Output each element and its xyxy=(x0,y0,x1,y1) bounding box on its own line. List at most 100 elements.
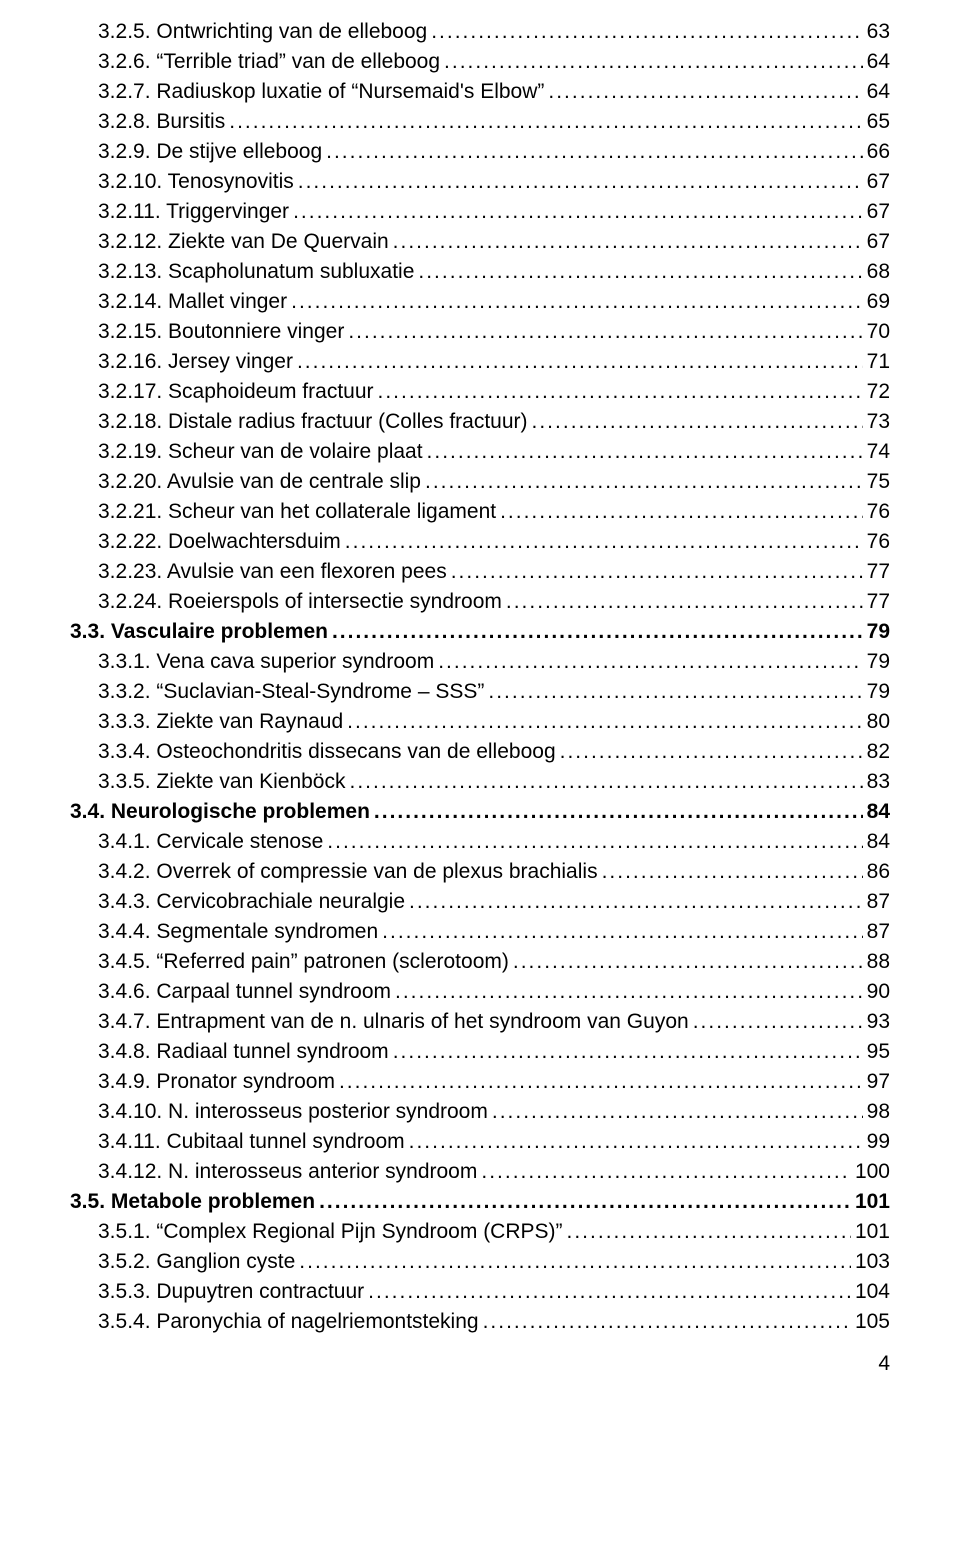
toc-entry-page: 98 xyxy=(867,1100,890,1124)
table-of-contents: 3.2.5. Ontwrichting van de elleboog63 3.2… xyxy=(70,20,890,1334)
toc-entry[interactable]: 3.4.11. Cubitaal tunnel syndroom99 xyxy=(70,1130,890,1154)
toc-leader-dots xyxy=(378,380,863,404)
toc-entry-page: 79 xyxy=(867,650,890,674)
toc-entry-label: 3.2.12. Ziekte van De Quervain xyxy=(98,230,389,254)
toc-entry[interactable]: 3.2.17. Scaphoideum fractuur72 xyxy=(70,380,890,404)
toc-entry[interactable]: 3.3.1. Vena cava superior syndroom 79 xyxy=(70,650,890,674)
toc-entry[interactable]: 3.2.6. “Terrible triad” van de elleboog6… xyxy=(70,50,890,74)
toc-entry[interactable]: 3.4.12. N. interosseus anterior syndroom… xyxy=(70,1160,890,1184)
toc-entry-label: 3.2.8. Bursitis xyxy=(98,110,225,134)
toc-leader-dots xyxy=(427,440,863,464)
toc-entry[interactable]: 3.2.8. Bursitis 65 xyxy=(70,110,890,134)
toc-entry[interactable]: 3.4.9. Pronator syndroom 97 xyxy=(70,1070,890,1094)
toc-entry[interactable]: 3.2.13. Scapholunatum subluxatie68 xyxy=(70,260,890,284)
toc-entry[interactable]: 3.2.16. Jersey vinger71 xyxy=(70,350,890,374)
toc-entry-page: 86 xyxy=(867,860,890,884)
toc-entry-page: 76 xyxy=(867,500,890,524)
toc-entry[interactable]: 3.4.2. Overrek of compressie van de plex… xyxy=(70,860,890,884)
toc-leader-dots xyxy=(409,890,863,914)
toc-leader-dots xyxy=(560,740,863,764)
toc-entry-page: 100 xyxy=(855,1160,890,1184)
toc-entry[interactable]: 3.2.11. Triggervinger67 xyxy=(70,200,890,224)
toc-entry-page: 101 xyxy=(855,1220,890,1244)
toc-entry-label: 3.2.17. Scaphoideum fractuur xyxy=(98,380,374,404)
toc-leader-dots xyxy=(693,1010,863,1034)
toc-entry-page: 103 xyxy=(855,1250,890,1274)
toc-entry[interactable]: 3.2.24. Roeierspols of intersectie syndr… xyxy=(70,590,890,614)
toc-entry[interactable]: 3.5.3. Dupuytren contractuur104 xyxy=(70,1280,890,1304)
toc-entry-label: 3.5.3. Dupuytren contractuur xyxy=(98,1280,364,1304)
toc-leader-dots xyxy=(438,650,862,674)
toc-leader-dots xyxy=(299,1250,851,1274)
toc-entry[interactable]: 3.4.4. Segmentale syndromen87 xyxy=(70,920,890,944)
toc-entry-label: 3.2.9. De stijve elleboog xyxy=(98,140,322,164)
toc-entry[interactable]: 3.2.5. Ontwrichting van de elleboog63 xyxy=(70,20,890,44)
toc-entry[interactable]: 3.4.3. Cervicobrachiale neuralgie87 xyxy=(70,890,890,914)
toc-leader-dots xyxy=(409,1130,863,1154)
toc-entry[interactable]: 3.5.1. “Complex Regional Pijn Syndroom (… xyxy=(70,1220,890,1244)
toc-leader-dots xyxy=(444,50,863,74)
toc-entry[interactable]: 3.5.2. Ganglion cyste103 xyxy=(70,1250,890,1274)
toc-entry[interactable]: 3.2.14. Mallet vinger69 xyxy=(70,290,890,314)
toc-entry-label: 3.2.24. Roeierspols of intersectie syndr… xyxy=(98,590,502,614)
toc-entry[interactable]: 3.3. Vasculaire problemen79 xyxy=(70,620,890,644)
toc-entry[interactable]: 3.3.4. Osteochondritis dissecans van de … xyxy=(70,740,890,764)
toc-entry[interactable]: 3.2.19. Scheur van de volaire plaat74 xyxy=(70,440,890,464)
toc-entry[interactable]: 3.4.10. N. interosseus posterior syndroo… xyxy=(70,1100,890,1124)
toc-entry[interactable]: 3.2.15. Boutonniere vinger70 xyxy=(70,320,890,344)
toc-entry[interactable]: 3.5. Metabole problemen101 xyxy=(70,1190,890,1214)
toc-entry-label: 3.3.1. Vena cava superior syndroom xyxy=(98,650,434,674)
toc-entry[interactable]: 3.4. Neurologische problemen84 xyxy=(70,800,890,824)
toc-entry[interactable]: 3.4.5. “Referred pain” patronen (sclerot… xyxy=(70,950,890,974)
toc-entry-label: 3.2.10. Tenosynovitis xyxy=(98,170,294,194)
toc-entry[interactable]: 3.3.2. “Suclavian-Steal-Syndrome – SSS”7… xyxy=(70,680,890,704)
toc-entry-label: 3.5.1. “Complex Regional Pijn Syndroom (… xyxy=(98,1220,563,1244)
toc-entry[interactable]: 3.4.8. Radiaal tunnel syndroom95 xyxy=(70,1040,890,1064)
toc-leader-dots xyxy=(506,590,863,614)
toc-entry[interactable]: 3.4.7. Entrapment van de n. ulnaris of h… xyxy=(70,1010,890,1034)
toc-entry[interactable]: 3.3.3. Ziekte van Raynaud 80 xyxy=(70,710,890,734)
page-number: 4 xyxy=(70,1352,890,1376)
toc-entry-page: 97 xyxy=(867,1070,890,1094)
toc-entry-label: 3.3.2. “Suclavian-Steal-Syndrome – SSS” xyxy=(98,680,484,704)
toc-entry[interactable]: 3.2.18. Distale radius fractuur (Colles … xyxy=(70,410,890,434)
toc-entry[interactable]: 3.4.6. Carpaal tunnel syndroom90 xyxy=(70,980,890,1004)
toc-leader-dots xyxy=(500,500,863,524)
toc-entry-page: 99 xyxy=(867,1130,890,1154)
toc-entry-label: 3.4. Neurologische problemen xyxy=(70,800,370,824)
toc-entry-page: 68 xyxy=(867,260,890,284)
toc-entry[interactable]: 3.2.9. De stijve elleboog66 xyxy=(70,140,890,164)
toc-leader-dots xyxy=(425,470,863,494)
toc-entry-page: 95 xyxy=(867,1040,890,1064)
toc-entry[interactable]: 3.2.7. Radiuskop luxatie of “Nursemaid's… xyxy=(70,80,890,104)
toc-entry-label: 3.3.5. Ziekte van Kienböck xyxy=(98,770,345,794)
toc-entry[interactable]: 3.2.20. Avulsie van de centrale slip75 xyxy=(70,470,890,494)
toc-entry-label: 3.5.4. Paronychia of nagelriemontsteking xyxy=(98,1310,479,1334)
toc-entry-label: 3.2.19. Scheur van de volaire plaat xyxy=(98,440,423,464)
toc-leader-dots xyxy=(319,1190,851,1214)
toc-entry-page: 93 xyxy=(867,1010,890,1034)
toc-entry-label: 3.2.23. Avulsie van een flexoren pees xyxy=(98,560,447,584)
toc-leader-dots xyxy=(393,230,863,254)
toc-entry[interactable]: 3.2.10. Tenosynovitis67 xyxy=(70,170,890,194)
toc-entry-label: 3.2.22. Doelwachtersduim xyxy=(98,530,341,554)
toc-entry[interactable]: 3.4.1. Cervicale stenose84 xyxy=(70,830,890,854)
toc-leader-dots xyxy=(332,620,863,644)
toc-entry-page: 65 xyxy=(867,110,890,134)
toc-entry[interactable]: 3.2.22. Doelwachtersduim76 xyxy=(70,530,890,554)
toc-entry-page: 69 xyxy=(867,290,890,314)
toc-leader-dots xyxy=(513,950,863,974)
toc-entry-page: 88 xyxy=(867,950,890,974)
toc-entry-page: 80 xyxy=(867,710,890,734)
toc-leader-dots xyxy=(368,1280,851,1304)
toc-leader-dots xyxy=(548,80,862,104)
toc-entry[interactable]: 3.2.23. Avulsie van een flexoren pees77 xyxy=(70,560,890,584)
toc-leader-dots xyxy=(418,260,862,284)
toc-entry-label: 3.4.9. Pronator syndroom xyxy=(98,1070,335,1094)
toc-entry-page: 71 xyxy=(867,350,890,374)
toc-entry[interactable]: 3.2.21. Scheur van het collaterale ligam… xyxy=(70,500,890,524)
toc-entry-label: 3.3.3. Ziekte van Raynaud xyxy=(98,710,343,734)
toc-entry[interactable]: 3.2.12. Ziekte van De Quervain67 xyxy=(70,230,890,254)
toc-entry[interactable]: 3.5.4. Paronychia of nagelriemontsteking… xyxy=(70,1310,890,1334)
toc-entry[interactable]: 3.3.5. Ziekte van Kienböck83 xyxy=(70,770,890,794)
